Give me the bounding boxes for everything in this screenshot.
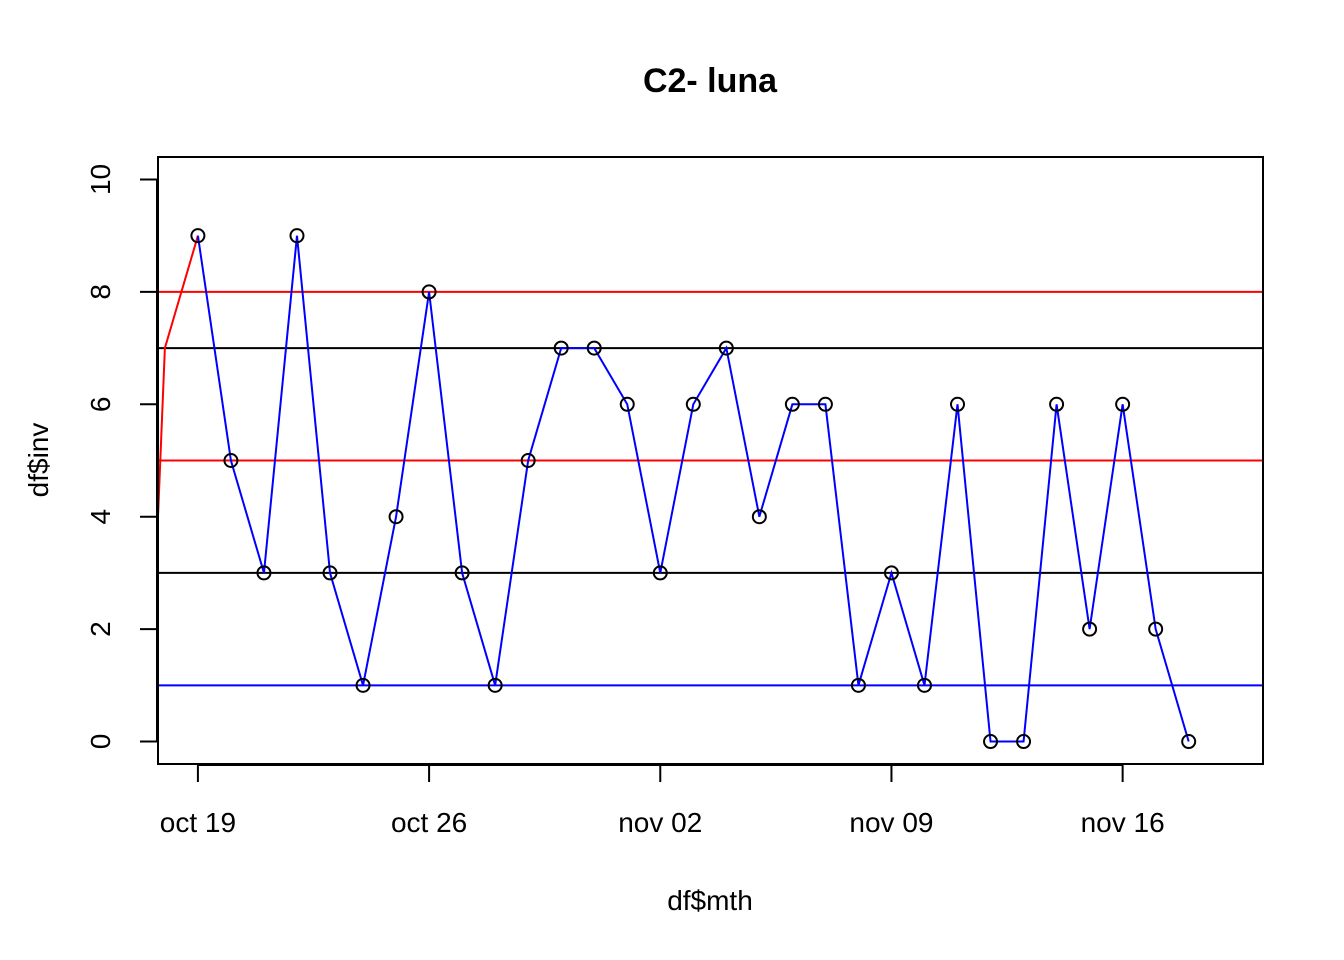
y-tick-label: 8 xyxy=(85,284,116,300)
x-tick-label: nov 02 xyxy=(618,807,702,838)
data-point-30 xyxy=(1181,734,1197,750)
y-tick-label: 2 xyxy=(85,621,116,637)
y-tick-label: 4 xyxy=(85,509,116,525)
data-point-22 xyxy=(916,677,932,693)
data-point-1 xyxy=(223,453,239,468)
data-point-14 xyxy=(652,565,668,581)
data-point-21 xyxy=(883,565,899,581)
data-point-11 xyxy=(553,340,569,356)
series-group xyxy=(158,228,1197,750)
data-point-7 xyxy=(421,284,437,300)
series-line-0 xyxy=(158,235,199,517)
y-tick-label: 0 xyxy=(85,734,116,750)
x-axis: oct 19 oct 26 nov 02 nov 09 nov 16 xyxy=(160,764,1165,838)
data-point-28 xyxy=(1115,396,1131,412)
reference-lines xyxy=(158,290,1263,687)
x-tick-label: nov 09 xyxy=(849,807,933,838)
data-point-16 xyxy=(718,340,734,356)
data-point-19 xyxy=(817,396,833,412)
y-axis-label: df$inv xyxy=(23,423,54,498)
series-line-1 xyxy=(196,235,1190,743)
x-tick-label: oct 19 xyxy=(160,807,236,838)
data-point-27 xyxy=(1082,621,1098,637)
data-point-26 xyxy=(1049,396,1065,412)
data-point-17 xyxy=(751,509,767,525)
data-point-6 xyxy=(388,509,404,525)
data-point-29 xyxy=(1148,621,1164,637)
data-point-9 xyxy=(487,677,503,693)
data-point-8 xyxy=(454,565,470,581)
x-tick-label: nov 16 xyxy=(1081,807,1165,838)
plot-frame xyxy=(157,156,1264,765)
data-point-2 xyxy=(256,565,272,581)
data-point-23 xyxy=(950,396,966,412)
data-point-25 xyxy=(1016,734,1032,750)
chart-title: C2- luna xyxy=(643,62,778,100)
data-point-18 xyxy=(784,396,800,412)
data-point-4 xyxy=(322,565,338,581)
y-tick-label: 10 xyxy=(85,164,116,195)
data-point-0 xyxy=(190,228,206,244)
data-point-3 xyxy=(289,228,305,244)
y-tick-label: 6 xyxy=(85,397,116,413)
data-point-24 xyxy=(983,734,999,750)
data-point-15 xyxy=(685,396,701,412)
data-point-12 xyxy=(586,340,602,356)
y-axis: 0 2 4 6 8 10 xyxy=(85,164,158,750)
data-point-10 xyxy=(520,453,536,468)
data-point-5 xyxy=(355,677,371,693)
data-point-13 xyxy=(619,396,635,412)
data-point-20 xyxy=(850,677,866,693)
x-axis-label: df$mth xyxy=(667,885,753,916)
x-tick-label: oct 26 xyxy=(391,807,467,838)
